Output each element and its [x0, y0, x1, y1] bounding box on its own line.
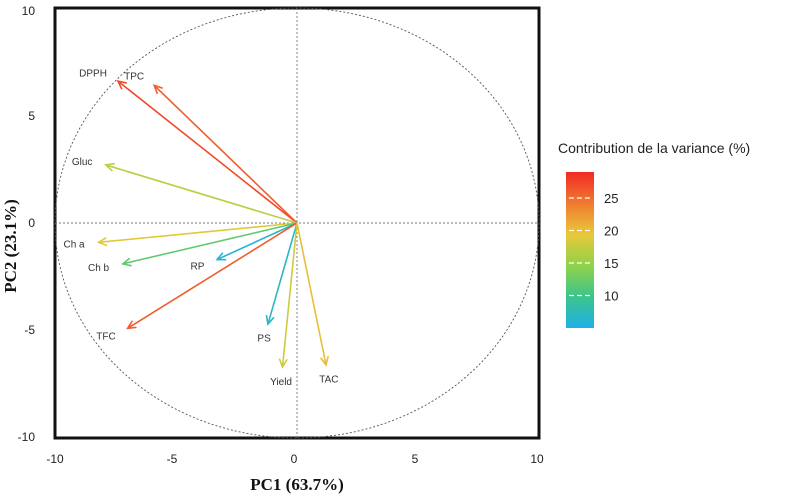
vector-label: TFC: [96, 332, 115, 343]
vector-tpc: TPC: [124, 72, 298, 224]
vector-arrowhead: [96, 236, 108, 247]
vector-arrowhead: [319, 355, 330, 367]
vector-arrowhead: [104, 162, 115, 172]
vector-line: [127, 222, 298, 330]
legend-ticks: 25 20 15 10: [569, 191, 618, 304]
y-tick-label: 10: [22, 4, 36, 18]
legend-tick-label: 25: [604, 191, 618, 206]
vector-ch-b: Ch b: [88, 222, 298, 274]
x-tick-label: 0: [291, 452, 298, 466]
vector-dpph: DPPH: [79, 68, 298, 224]
vector-label: TPC: [124, 72, 144, 83]
y-axis-title: PC2 (23.1%): [1, 199, 20, 292]
vector-label: Ch b: [88, 263, 110, 274]
vector-label: Ch a: [64, 240, 86, 251]
vector-line: [122, 222, 298, 265]
vector-ch-a: Ch a: [64, 222, 298, 251]
legend-title: Contribution de la variance (%): [558, 140, 750, 156]
vector-label: RP: [191, 261, 205, 272]
vector-line: [296, 222, 327, 366]
vector-arrowhead: [116, 79, 127, 90]
vector-line: [267, 222, 298, 325]
y-tick-label: 0: [28, 216, 35, 230]
y-tick-label: -10: [18, 430, 36, 444]
vector-arrowhead: [215, 252, 227, 261]
vector-line: [281, 222, 298, 368]
vector-label: Gluc: [72, 157, 93, 168]
vector-rp: RP: [191, 222, 298, 272]
vector-label: TAC: [319, 375, 338, 386]
vector-tfc: TFC: [96, 222, 298, 343]
vector-line: [216, 222, 298, 261]
vector-line: [98, 222, 298, 244]
vector-ps: PS: [257, 222, 298, 345]
x-axis-title: PC1 (63.7%): [250, 475, 343, 494]
vector-gluc: Gluc: [72, 157, 298, 224]
x-tick-labels: -10 -5 0 5 10: [46, 452, 544, 466]
legend: Contribution de la variance (%) 25 20 15 10: [558, 140, 750, 328]
vector-arrowhead: [265, 315, 275, 326]
vector-arrowhead: [126, 320, 137, 330]
vector-label: PS: [257, 334, 271, 345]
vector-line: [117, 80, 298, 224]
x-tick-label: -10: [46, 452, 64, 466]
vector-line: [105, 164, 298, 224]
vector-arrowhead: [152, 84, 164, 95]
legend-tick-label: 15: [604, 256, 618, 271]
y-tick-labels: 10 5 0 -5 -10: [18, 4, 36, 444]
vector-label: Yield: [270, 377, 292, 388]
legend-tick-label: 20: [604, 224, 618, 239]
vector-label: DPPH: [79, 68, 107, 79]
legend-tick-label: 10: [604, 289, 618, 304]
x-tick-label: 10: [530, 452, 544, 466]
legend-colorbar: [566, 172, 594, 328]
vector-line: [153, 84, 298, 224]
vector-tac: TAC: [296, 222, 338, 386]
y-tick-label: 5: [28, 109, 35, 123]
vector-arrowhead: [278, 358, 288, 369]
x-tick-label: 5: [412, 452, 419, 466]
vector-yield: Yield: [270, 222, 298, 388]
x-tick-label: -5: [167, 452, 178, 466]
y-tick-label: -5: [24, 323, 35, 337]
loading-vectors: DPPH TPC Gluc Ch a Ch b RP TFC PS Yield TAC: [64, 68, 339, 388]
vector-arrowhead: [120, 257, 132, 267]
